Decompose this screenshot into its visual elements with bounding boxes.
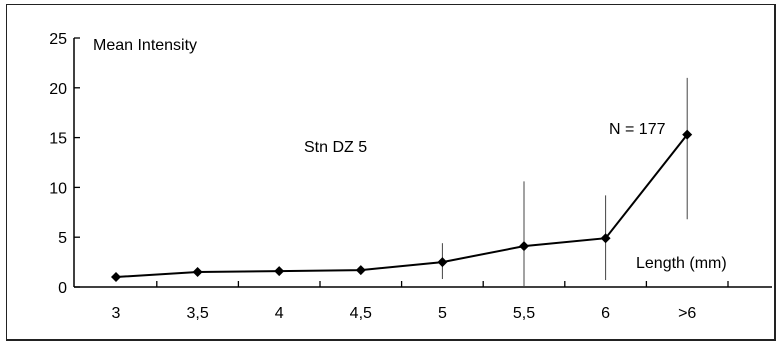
chart-frame (6, 4, 776, 341)
data-point-marker (355, 265, 366, 276)
x-tick-label: 4,5 (350, 305, 372, 322)
x-tick-label: 5,5 (513, 305, 535, 322)
series-line (115, 133, 688, 279)
x-tick-label: >6 (678, 305, 696, 322)
data-point-marker (111, 272, 121, 283)
series-markers (111, 129, 693, 283)
tick-labels: 0 5 10 15 20 25 3 3,5 4 4,5 5 5,5 6 >6 (49, 31, 696, 322)
x-tick-label: 4 (275, 305, 284, 322)
data-point-marker (600, 233, 611, 244)
x-tick-label: 5 (438, 305, 447, 322)
y-tick-label: 0 (58, 280, 67, 297)
y-axis-label: Mean Intensity (93, 37, 197, 54)
data-point-marker (437, 257, 448, 268)
y-tick-label: 5 (58, 230, 67, 247)
data-point-marker (682, 129, 693, 140)
data-point-marker (274, 266, 285, 277)
data-point-marker (192, 267, 203, 278)
y-tick-label: 10 (49, 180, 67, 197)
axes (73, 37, 772, 288)
chart-title: Stn DZ 5 (304, 139, 367, 156)
series-lines (115, 133, 688, 279)
sample-size-annotation: N = 177 (609, 121, 666, 138)
x-axis-label: Length (mm) (636, 255, 727, 272)
x-tick-label: 6 (601, 305, 610, 322)
x-tick-label: 3,5 (186, 305, 208, 322)
y-tick-label: 25 (49, 31, 67, 48)
x-tick-label: 3 (112, 305, 121, 322)
y-tick-label: 15 (49, 131, 67, 148)
data-point-marker (519, 241, 529, 252)
y-tick-label: 20 (49, 81, 67, 98)
